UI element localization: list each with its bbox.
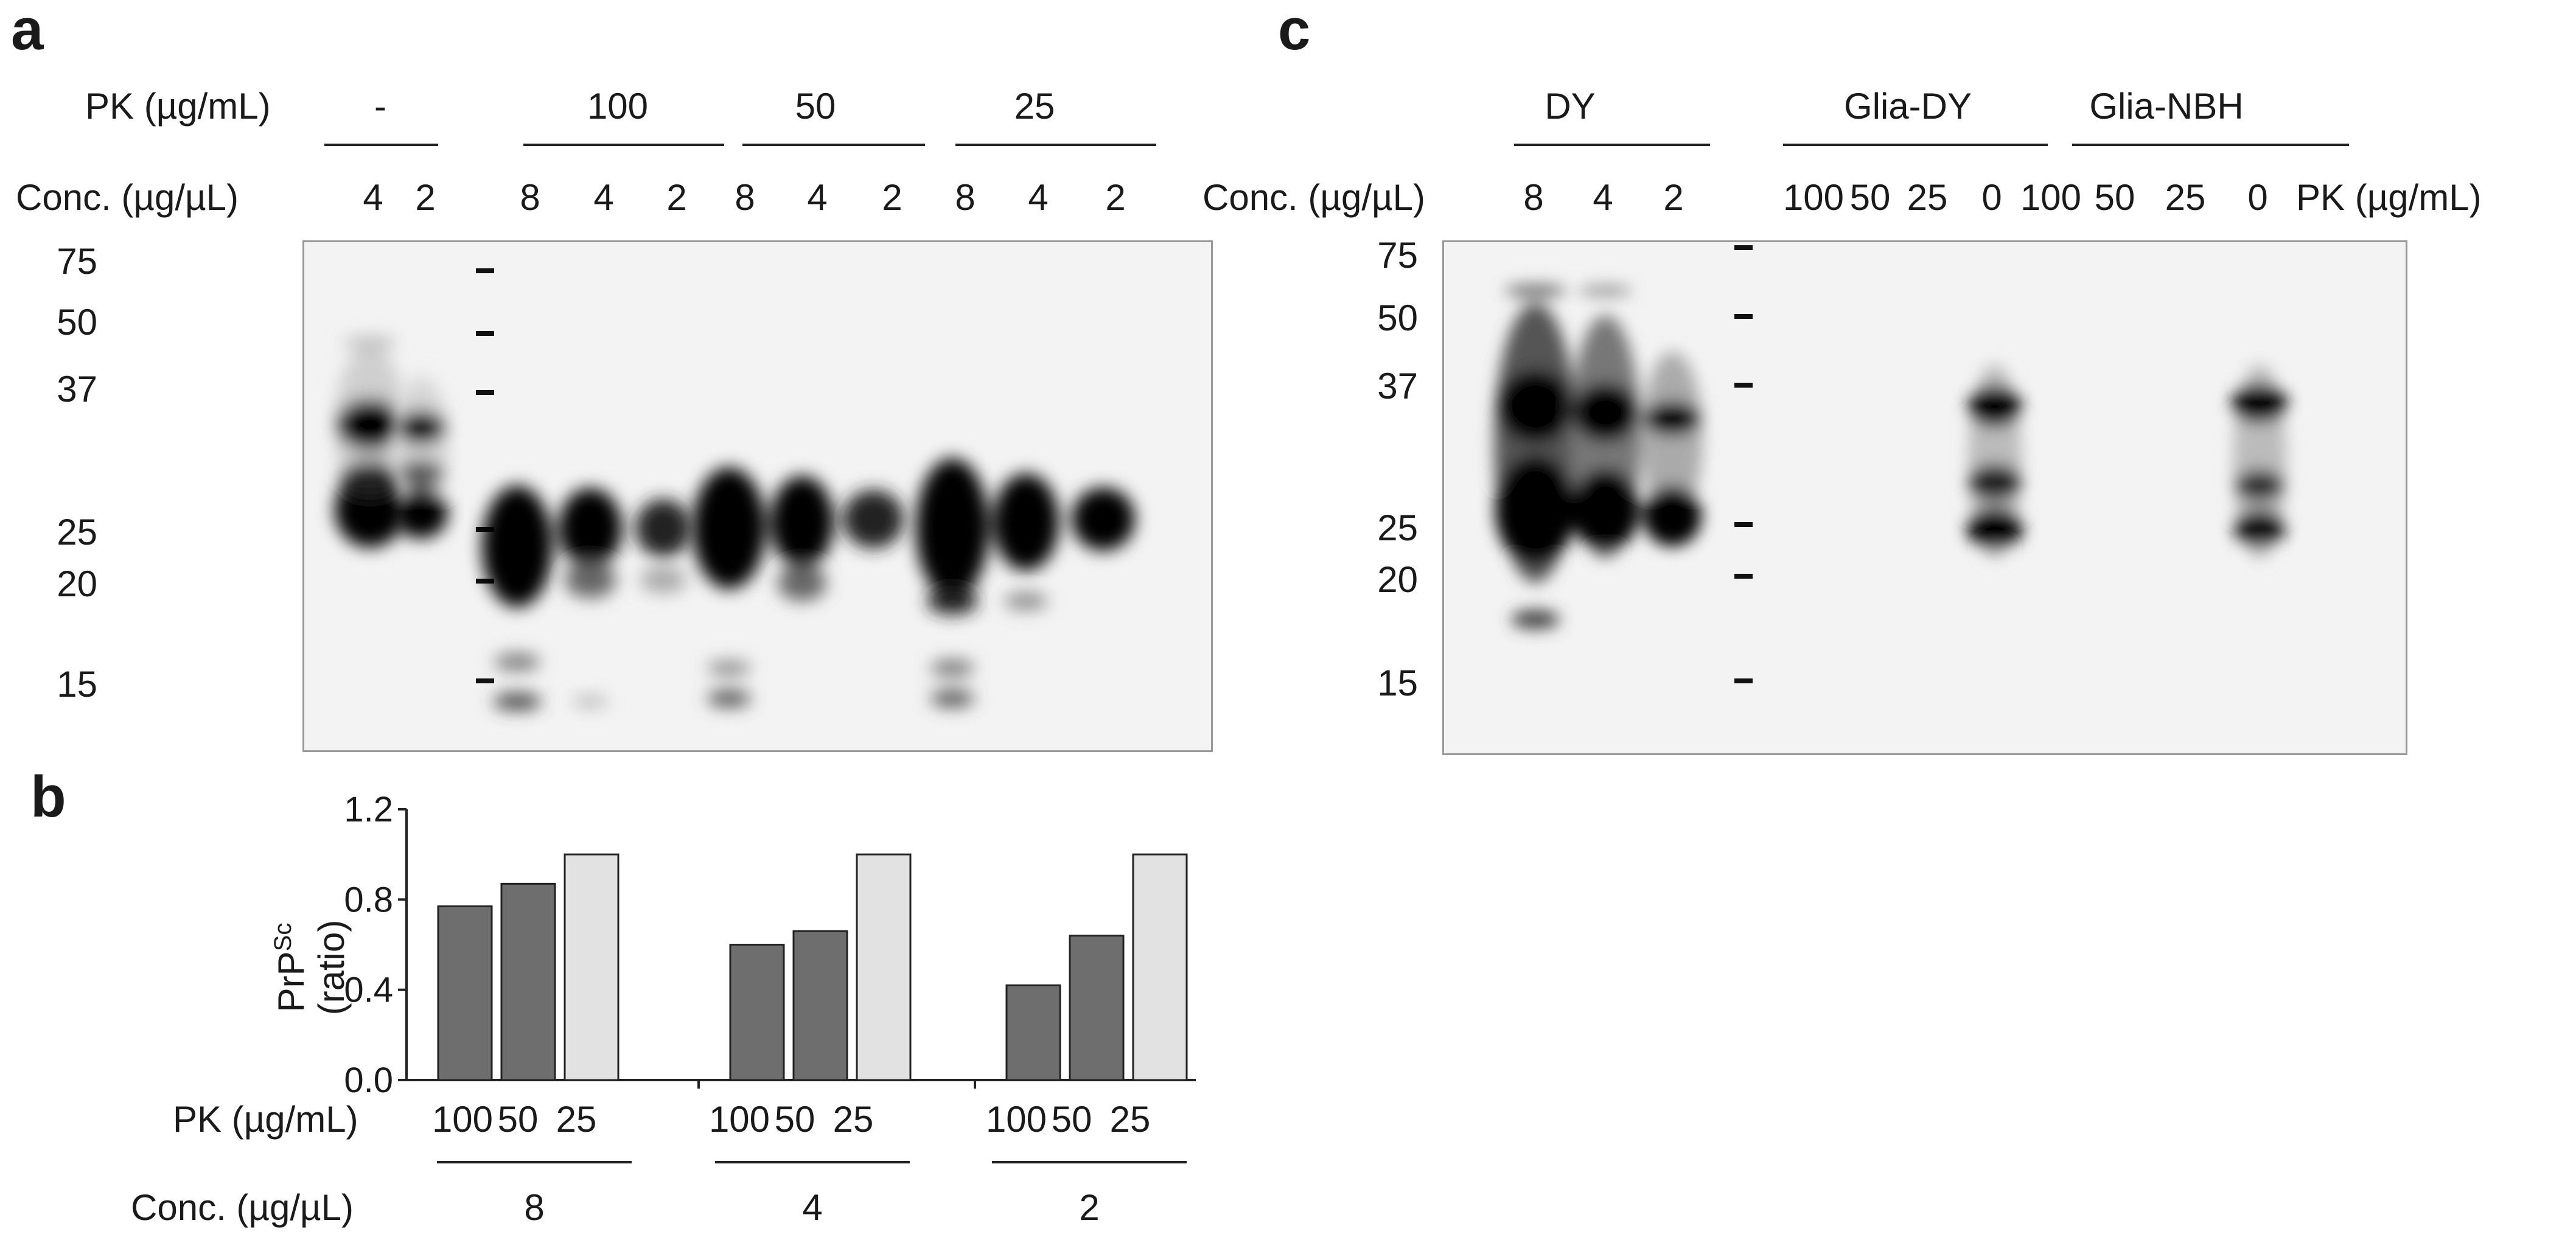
panel-a-marker: 50 — [57, 302, 97, 343]
panel-b-group-line — [992, 1161, 1187, 1163]
panel-b-bar-chart: 0.0 0.4 0.8 1.2 — [344, 791, 1196, 1100]
panel-a-conc-lane: 8 — [955, 177, 976, 218]
panel-c-pk-lane: 50 — [1849, 177, 1891, 218]
panel-c-conc-lane: 4 — [1593, 177, 1613, 218]
bar — [792, 930, 848, 1081]
panel-c-group-line — [1514, 144, 1710, 146]
panel-c-western-blot — [1442, 240, 2407, 755]
bar — [1005, 984, 1061, 1081]
panel-a-conc-lane: 8 — [735, 177, 755, 218]
bar — [1069, 935, 1125, 1081]
panel-c-group-line — [2072, 144, 2349, 146]
panel-c-group-line — [1783, 144, 2048, 146]
bar — [856, 853, 912, 1081]
panel-c-marker: 20 — [1377, 559, 1418, 600]
panel-b-conc-group: 4 — [802, 1187, 823, 1228]
panel-c-pk-lane: 25 — [1907, 177, 1948, 218]
panel-c-pk-lane: 100 — [1782, 177, 1845, 218]
panel-b-ylabel-sup: Sc — [270, 922, 296, 952]
panel-a-western-blot — [302, 240, 1213, 752]
panel-c-letter: c — [1278, 0, 1311, 62]
panel-a-conc-lane: 4 — [593, 177, 614, 218]
panel-a-group-line — [742, 144, 925, 146]
panel-c-pk-lane: 25 — [2165, 177, 2206, 218]
panel-b-pk-value: 100 — [708, 1099, 770, 1140]
panel-a-conc-lane: 2 — [666, 177, 687, 218]
panel-a-conc-label: Conc. (µg/µL) — [16, 177, 239, 218]
panel-b-pk-label: PK (µg/mL) — [173, 1099, 358, 1140]
panel-b-pk-value: 50 — [497, 1099, 539, 1140]
bar — [564, 853, 620, 1081]
panel-a-pk-group: 25 — [1014, 86, 1055, 127]
bar — [437, 905, 493, 1081]
panel-a-group-line — [523, 144, 724, 146]
panel-c-conc-label: Conc. (µg/µL) — [1202, 177, 1425, 218]
y-tick-label: 0.4 — [344, 971, 393, 1010]
panel-b-conc-group: 2 — [1079, 1187, 1100, 1228]
panel-c-pk-lane: 50 — [2094, 177, 2135, 218]
bar — [1132, 853, 1188, 1081]
panel-b-pk-value: 100 — [431, 1099, 494, 1140]
panel-c-marker: 15 — [1377, 663, 1418, 703]
panel-b-group-line — [715, 1161, 910, 1163]
panel-a-conc-lane: 2 — [882, 177, 902, 218]
panel-c-marker: 75 — [1377, 235, 1418, 276]
panel-c-conc-lane: 8 — [1523, 177, 1544, 218]
panel-a-marker: 20 — [57, 563, 97, 604]
panel-b-conc-group: 8 — [524, 1187, 545, 1228]
y-tick-label: 0.0 — [344, 1061, 393, 1100]
panel-a-pk-group: 100 — [587, 86, 649, 127]
panel-b-pk-value: 100 — [985, 1099, 1047, 1140]
panel-a-conc-lane: 2 — [1105, 177, 1126, 218]
panel-c-pk-label: PK (µg/mL) — [2296, 177, 2482, 218]
panel-b-pk-value: 25 — [832, 1099, 874, 1140]
panel-c-conc-lane: 2 — [1663, 177, 1684, 218]
panel-a-pk-label: PK (µg/mL) — [85, 86, 271, 127]
panel-b-pk-value: 50 — [774, 1099, 815, 1140]
panel-a-conc-lane: 2 — [415, 177, 436, 218]
panel-c-pk-lane: 0 — [2247, 177, 2268, 218]
panel-b-group-line — [437, 1161, 632, 1163]
panel-a-marker: 37 — [57, 369, 97, 410]
panel-c-group-label: DY — [1545, 86, 1596, 127]
panel-a-marker: 15 — [57, 664, 97, 705]
panel-a-conc-lane: 4 — [363, 177, 383, 218]
panel-c-marker: 50 — [1377, 298, 1418, 338]
bar — [500, 882, 556, 1081]
panel-c-marker: 25 — [1377, 507, 1418, 548]
panel-c-pk-lane: 100 — [2020, 177, 2082, 218]
panel-a-marker: 75 — [57, 241, 97, 282]
panel-b-pk-value: 50 — [1051, 1099, 1092, 1140]
y-tick-label: 0.8 — [344, 880, 393, 919]
panel-b-conc-label: Conc. (µg/µL) — [131, 1187, 354, 1228]
panel-b-pk-value: 25 — [556, 1099, 597, 1140]
panel-a-group-line — [324, 144, 438, 146]
bar — [729, 944, 785, 1081]
panel-c-pk-lane: 0 — [1981, 177, 2002, 218]
panel-a-pk-group: 50 — [795, 86, 836, 127]
panel-a-conc-lane: 4 — [807, 177, 828, 218]
panel-c-group-label: Glia-DY — [1843, 86, 1972, 127]
panel-a-group-line — [955, 144, 1156, 146]
panel-a-conc-lane: 8 — [520, 177, 540, 218]
panel-c-marker: 37 — [1377, 366, 1418, 406]
panel-b-pk-value: 25 — [1109, 1099, 1151, 1140]
panel-a-pk-group: - — [374, 86, 386, 127]
panel-a-marker: 25 — [57, 512, 97, 553]
panel-a-letter: a — [11, 0, 44, 62]
panel-b-letter: b — [30, 764, 66, 829]
y-tick-label: 1.2 — [344, 791, 393, 829]
panel-a-conc-lane: 4 — [1028, 177, 1049, 218]
panel-c-group-label: Glia-NBH — [2089, 86, 2244, 127]
